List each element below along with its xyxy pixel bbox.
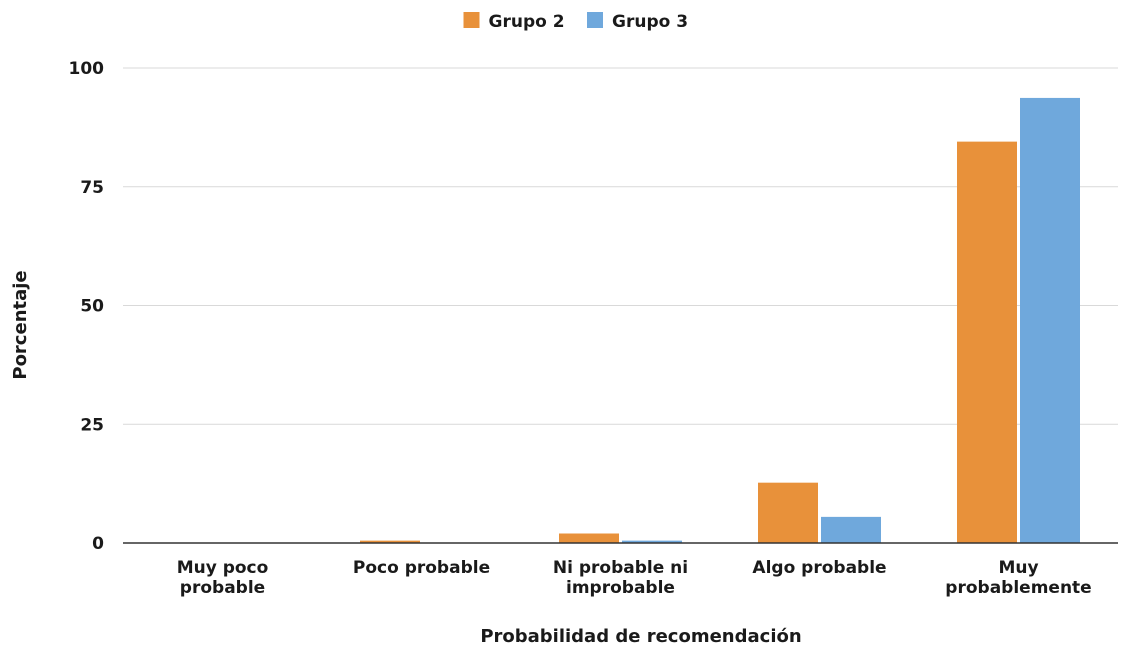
x-category-label: Muy	[998, 558, 1038, 578]
bar-grupo-3	[622, 540, 682, 543]
gridlines	[123, 67, 1118, 425]
y-tick-label: 0	[92, 534, 104, 554]
legend: Grupo 2 Grupo 3	[463, 12, 688, 32]
x-category-label: probable	[180, 578, 265, 598]
bar-grupo-2	[758, 482, 818, 543]
legend-label: Grupo 3	[612, 12, 688, 32]
x-category-label: Poco probable	[353, 558, 490, 578]
x-category-label: Muy poco	[177, 558, 269, 578]
legend-swatch-grupo-2	[463, 12, 480, 28]
y-tick-label: 50	[80, 297, 104, 317]
y-axis-title: Porcentaje	[10, 270, 31, 379]
bar-grupo-2	[559, 533, 619, 543]
legend-swatch-grupo-3	[587, 12, 603, 28]
x-category-label: Ni probable ni	[553, 558, 688, 578]
bar-grupo-2	[957, 141, 1017, 543]
bar-grupo-3	[1020, 97, 1080, 544]
y-tick-label: 75	[80, 178, 104, 198]
x-category-label: probablemente	[945, 578, 1091, 598]
x-category-label: Algo probable	[752, 558, 886, 578]
y-tick-label: 25	[80, 415, 104, 435]
x-axis-title: Probabilidad de recomendación	[480, 626, 801, 647]
bar-grupo-2	[360, 540, 420, 543]
legend-label: Grupo 2	[489, 12, 565, 32]
x-category-label: improbable	[566, 578, 675, 598]
bar-grupo-3	[821, 516, 881, 543]
y-tick-labels: 0 25 50 75 100	[69, 59, 105, 554]
bars	[360, 97, 1080, 544]
y-tick-label: 100	[69, 59, 105, 79]
